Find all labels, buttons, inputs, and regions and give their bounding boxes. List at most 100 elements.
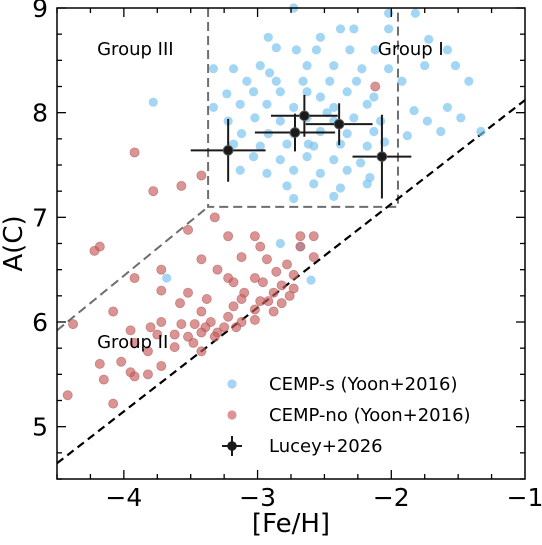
cemp-no-point (116, 356, 127, 367)
cemp-s-point (250, 113, 260, 123)
cemp-no-point (261, 254, 272, 265)
cemp-no-point (249, 304, 260, 315)
cemp-no-point (255, 241, 266, 252)
cemp-no-point (156, 285, 167, 296)
cemp-no-points (62, 81, 381, 409)
cemp-no-point (175, 298, 186, 309)
cemp-s-point (236, 129, 247, 139)
cemp-s-point (325, 76, 335, 86)
cemp-s-point (248, 152, 259, 162)
cemp-s-point (476, 126, 486, 137)
cemp-no-point (169, 329, 180, 340)
cemp-s-point (335, 24, 346, 34)
cemp-no-point (142, 346, 153, 357)
cemp-s-point (275, 238, 285, 249)
x-axis-label: [Fe/H] (252, 509, 330, 539)
x-tick-label: −1 (507, 483, 542, 512)
legend-marker (227, 441, 237, 451)
cemp-s-point (228, 64, 239, 74)
cemp-s-point (420, 60, 430, 71)
cemp-no-point (68, 319, 79, 330)
cemp-no-point (176, 180, 187, 191)
lucey-point (222, 145, 234, 156)
y-tick-label: 6 (32, 308, 48, 337)
cemp-s-point (242, 76, 252, 86)
cemp-no-point (196, 306, 207, 317)
y-tick-label: 7 (32, 203, 48, 232)
cemp-no-point (145, 322, 156, 333)
cemp-s-point (349, 24, 359, 34)
x-tick-label: −2 (373, 483, 410, 512)
cemp-no-point (169, 342, 180, 353)
cemp-s-point (384, 64, 394, 74)
lucey-point (289, 127, 301, 138)
cemp-s-point (235, 99, 245, 109)
lucey-points (190, 94, 412, 199)
cemp-s-point (345, 45, 355, 55)
cemp-no-point (98, 374, 109, 385)
cemp-s-point (282, 181, 292, 191)
y-axis-label: A(C) (0, 215, 29, 271)
group-label: Group II (97, 332, 168, 353)
cemp-no-point (255, 296, 266, 307)
legend-marker (227, 379, 237, 389)
cemp-s-point (262, 168, 272, 178)
cemp-s-point (263, 32, 273, 42)
cemp-no-point (156, 316, 167, 327)
group-ii-iii-divider-line (56, 206, 209, 332)
cemp-no-point (249, 231, 260, 242)
cemp-no-point (281, 259, 292, 270)
cemp-s-point (329, 102, 339, 113)
cemp-no-point (308, 252, 319, 263)
cemp-no-point (249, 273, 260, 284)
cemp-no-point (268, 287, 279, 298)
cemp-no-point (148, 186, 159, 197)
cemp-s-point (302, 60, 312, 71)
cemp-no-point (276, 298, 287, 309)
cemp-s-point (289, 193, 299, 204)
cemp-no-point (125, 325, 136, 336)
cemp-s-point (315, 168, 326, 178)
cemp-s-point (362, 179, 372, 189)
legend-item: Lucey+2026 (222, 436, 383, 457)
cemp-no-point (268, 306, 279, 317)
cemp-no-point (228, 301, 239, 312)
cemp-s-point (289, 102, 299, 113)
lower-envelope-line (56, 99, 526, 465)
cemp-s-point (456, 113, 466, 123)
cemp-s-point (335, 183, 346, 193)
cemp-no-point (212, 264, 223, 275)
cemp-no-point (196, 254, 207, 265)
cemp-s-point (315, 126, 326, 137)
legend: CEMP-s (Yoon+2016) CEMP-no (Yoon+2016) Luc… (222, 374, 471, 457)
legend-label: CEMP-no (Yoon+2016) (269, 405, 471, 426)
cemp-s-point (298, 76, 308, 86)
cemp-s-point (424, 34, 434, 45)
lucey-point-group (352, 114, 412, 199)
lucey-point (376, 151, 388, 162)
cemp-s-point (450, 60, 461, 71)
cemp-s-point (306, 275, 316, 285)
cemp-no-point (142, 369, 153, 380)
lucey-point-group (254, 113, 336, 152)
cemp-s-point (311, 45, 322, 55)
cemp-s-point (303, 139, 313, 149)
cemp-s-point (442, 102, 453, 113)
cemp-no-point (196, 170, 207, 181)
x-tick-label: −4 (105, 483, 142, 512)
cemp-no-point (284, 290, 295, 301)
cemp-s-point (262, 99, 272, 109)
cemp-no-point (156, 360, 167, 371)
y-tick-label: 8 (32, 99, 48, 128)
cemp-no-point (108, 398, 119, 409)
cemp-s-point (315, 32, 326, 42)
cemp-no-point (257, 277, 268, 288)
cemp-no-point (183, 331, 194, 342)
y-tick-label: 9 (32, 0, 48, 23)
cemp-no-point (183, 287, 194, 298)
cemp-s-point (384, 24, 394, 34)
cemp-no-point (276, 280, 287, 291)
cemp-s-point (442, 45, 453, 55)
cemp-s-point (335, 139, 346, 149)
